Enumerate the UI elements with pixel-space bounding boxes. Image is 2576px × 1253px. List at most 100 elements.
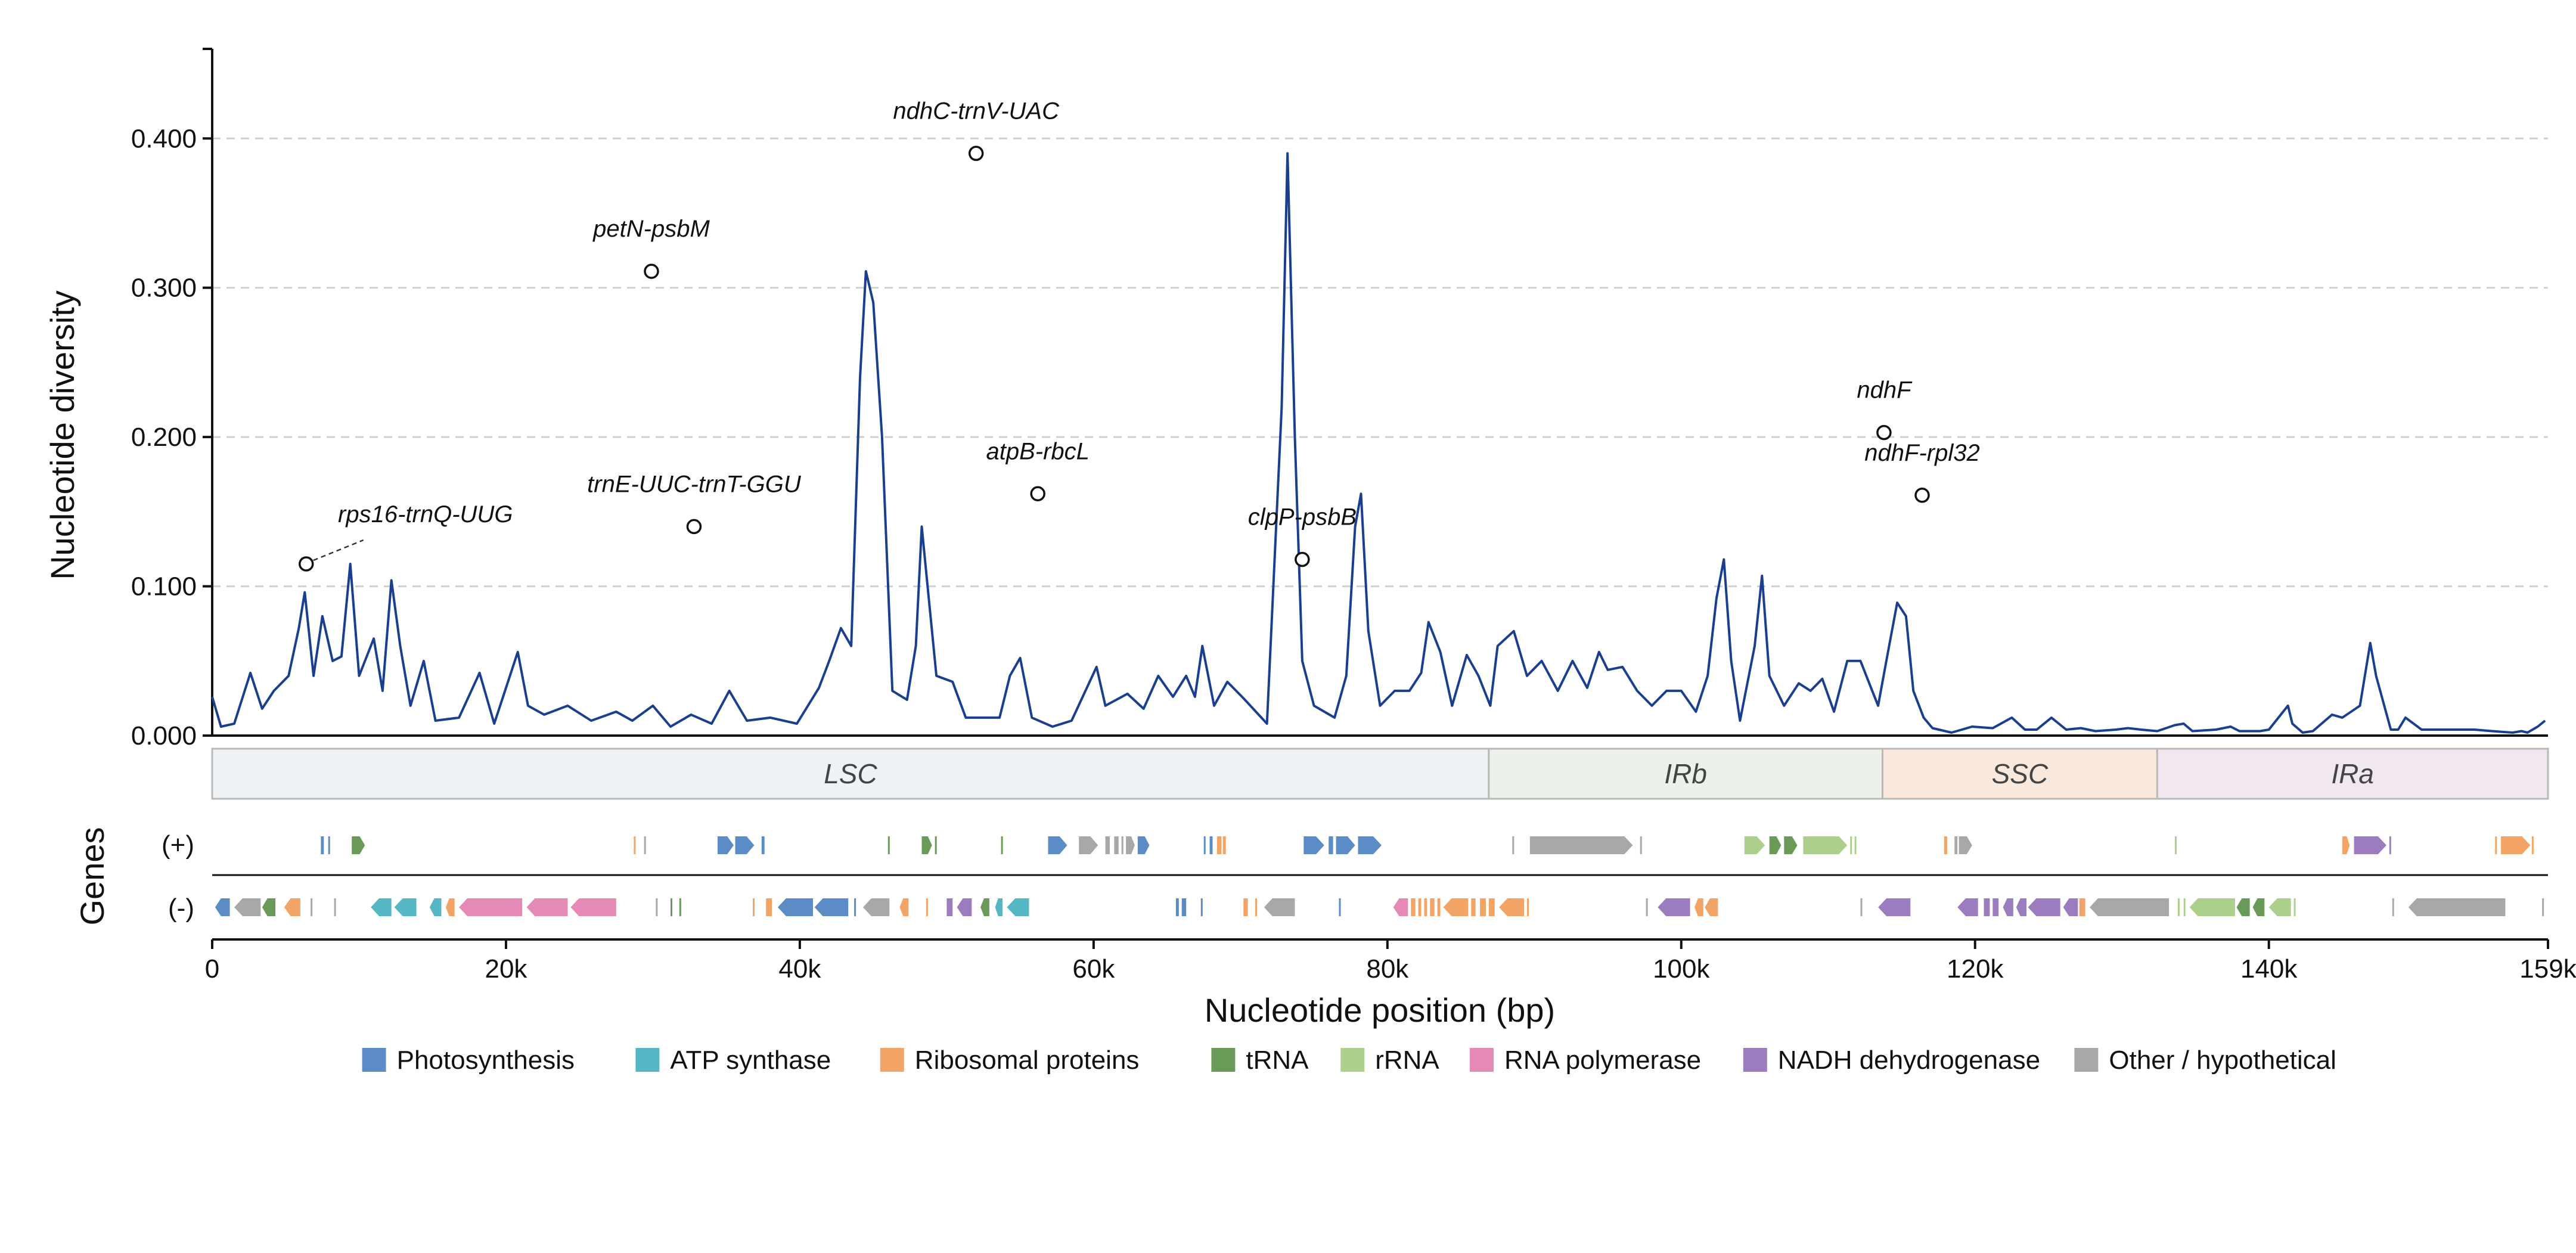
gene-plus-strand (321, 836, 324, 854)
gene-plus-strand (1803, 836, 1848, 854)
gene-minus-strand (1339, 898, 1341, 916)
gene-plus-strand (1303, 836, 1324, 854)
gene-plus-strand (2354, 836, 2386, 854)
gene-minus-strand (1658, 898, 1690, 916)
gene-plus-strand (1744, 836, 1765, 854)
gene-minus-strand (2392, 898, 2394, 916)
legend-swatch (362, 1048, 386, 1072)
peak-label: ndhF-rpl32 (1864, 440, 1979, 466)
gene-minus-strand (1984, 898, 1990, 916)
gene-minus-strand (1480, 898, 1486, 916)
y-tick-label: 0.100 (131, 572, 197, 601)
gene-plus-strand (1209, 836, 1213, 854)
gene-minus-strand (1443, 898, 1469, 916)
gene-minus-strand (1705, 898, 1718, 916)
gene-minus-strand (980, 898, 989, 916)
gene-minus-strand (679, 898, 681, 916)
gene-minus-strand (2090, 898, 2170, 916)
x-tick-label: 80k (1366, 954, 1409, 984)
gene-plus-strand (1079, 836, 1098, 854)
legend-label: tRNA (1246, 1046, 1309, 1075)
legend-swatch (880, 1048, 904, 1072)
gene-minus-strand (1957, 898, 1978, 916)
gene-plus-strand (1784, 836, 1798, 854)
legend-label: NADH dehydrogenase (1778, 1046, 2040, 1075)
gene-minus-strand (753, 898, 755, 916)
gene-plus-strand (1105, 836, 1110, 854)
genes-track-title: Genes (73, 827, 111, 926)
gene-plus-strand (735, 836, 755, 854)
gene-minus-strand (2252, 898, 2265, 916)
gene-plus-strand (1959, 836, 1972, 854)
region-label: IRa (2331, 758, 2374, 789)
x-tick-label: 140k (2240, 954, 2298, 984)
legend-swatch (1340, 1048, 1365, 1072)
peak-marker (1876, 424, 1892, 441)
gene-minus-strand (1175, 898, 1179, 916)
gene-minus-strand (2016, 898, 2026, 916)
gene-plus-strand (921, 836, 932, 854)
gene-minus-strand (1243, 898, 1248, 916)
gene-minus-strand (429, 898, 442, 916)
legend-label: Other / hypothetical (2109, 1046, 2336, 1075)
y-axis-title: Nucleotide diversity (44, 290, 81, 580)
gene-minus-strand (2293, 898, 2296, 916)
gene-minus-strand (570, 898, 616, 916)
gene-minus-strand (215, 898, 230, 916)
gene-minus-strand (1488, 898, 1495, 916)
gene-plus-strand (1512, 836, 1514, 854)
gene-plus-strand (1114, 836, 1119, 854)
gene-plus-strand (935, 836, 937, 854)
gene-minus-strand (899, 898, 909, 916)
gene-minus-strand (1992, 898, 1999, 916)
gene-minus-strand (1430, 898, 1435, 916)
gene-plus-strand (761, 836, 765, 854)
gene-minus-strand (1411, 898, 1416, 916)
gene-minus-strand (2542, 898, 2544, 916)
peak-marker (1030, 486, 1045, 502)
gene-minus-strand (1646, 898, 1648, 916)
region-label: LSC (824, 758, 877, 789)
peak-label: ndhF (1857, 377, 1913, 404)
gene-plus-strand (2531, 836, 2534, 854)
gene-minus-strand (1200, 898, 1203, 916)
gene-minus-strand (814, 898, 849, 916)
gene-minus-strand (946, 898, 953, 916)
gene-plus-strand (328, 836, 330, 854)
minus-strand-label: (-) (168, 894, 194, 923)
gene-minus-strand (1393, 898, 1408, 916)
region-label: SSC (1992, 758, 2049, 789)
plus-strand-label: (+) (162, 830, 194, 860)
gene-plus-strand (1529, 836, 1633, 854)
gene-minus-strand (2003, 898, 2013, 916)
gene-minus-strand (1526, 898, 1529, 916)
legend-swatch (1743, 1048, 1767, 1072)
peak-label: ndhC-trnV-UAC (893, 98, 1060, 124)
legend-label: rRNA (1375, 1046, 1439, 1075)
gene-minus-strand (766, 898, 772, 916)
peak-marker (968, 145, 984, 162)
gene-minus-strand (1007, 898, 1029, 916)
region-band (211, 748, 1490, 800)
peak-label: clpP-psbB (1248, 504, 1357, 530)
gene-plus-strand (1944, 836, 1947, 854)
peak-label: petN-psbM (592, 216, 710, 242)
legend-swatch (635, 1048, 660, 1072)
gene-minus-strand (1694, 898, 1703, 916)
x-tick-label: 120k (1947, 954, 2004, 984)
peak-leader-line (313, 539, 364, 562)
gene-minus-strand (2189, 898, 2235, 916)
y-tick-label: 0.400 (131, 124, 197, 153)
gene-minus-strand (2236, 898, 2250, 916)
gene-minus-strand (1264, 898, 1295, 916)
gene-plus-strand (1048, 836, 1067, 854)
gene-plus-strand (1640, 836, 1642, 854)
x-tick-label: 159k (2519, 954, 2576, 984)
legend-swatch (1470, 1048, 1494, 1072)
legend-label: Ribosomal proteins (915, 1046, 1140, 1075)
gene-minus-strand (1499, 898, 1524, 916)
gene-minus-strand (995, 898, 1003, 916)
gene-plus-strand (717, 836, 734, 854)
